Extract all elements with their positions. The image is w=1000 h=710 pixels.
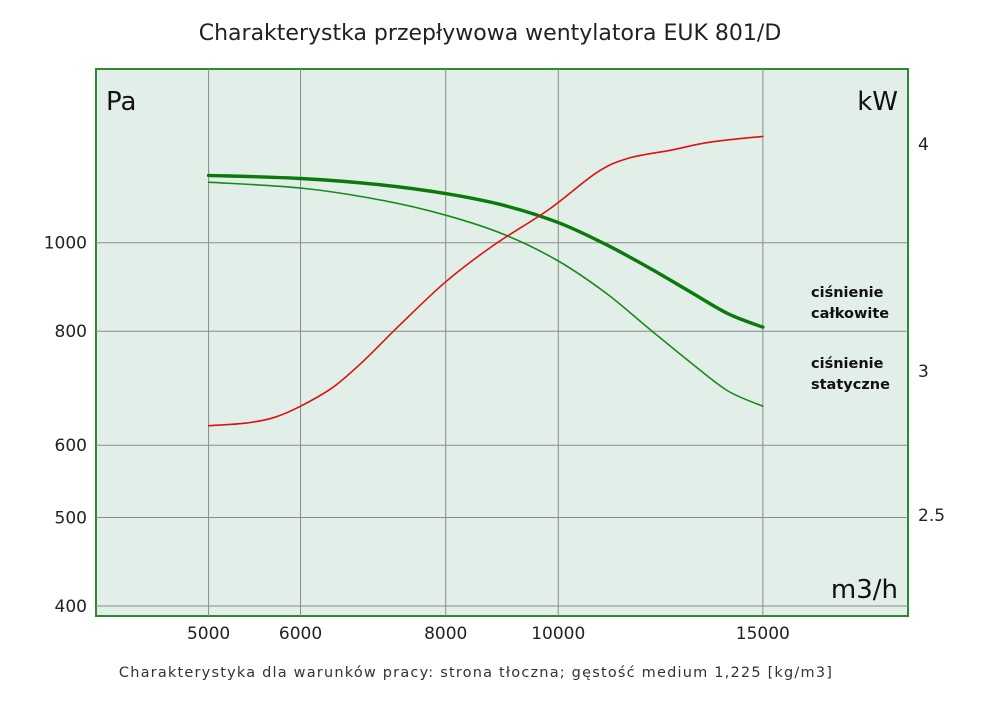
- y-left-tick-label: 1000: [44, 234, 87, 254]
- x-tick-label: 6000: [279, 624, 322, 644]
- series-label-total-line1: ciśnienie: [811, 285, 884, 301]
- y-right-tick-label: 3: [918, 362, 929, 382]
- x-tick-label: 15000: [736, 624, 790, 644]
- y-left-tick-label: 500: [55, 509, 87, 529]
- left-axis-unit-label: Pa: [106, 87, 136, 117]
- series-line-cisnienie-calkowite: [206, 173, 765, 329]
- series-line-cisnienie-statyczne: [207, 181, 764, 407]
- plot-area: [95, 68, 909, 617]
- right-axis-unit-label: kW: [857, 87, 898, 117]
- series-line-moc: [207, 135, 764, 427]
- x-axis-unit-label: m3/h: [831, 575, 898, 605]
- x-tick-label: 8000: [424, 624, 467, 644]
- x-tick-label: 5000: [187, 624, 230, 644]
- y-left-tick-label: 400: [55, 597, 87, 617]
- y-right-tick-label: 2.5: [918, 506, 945, 526]
- series-label-static-line2: statyczne: [811, 377, 890, 393]
- series-label-total-line2: całkowite: [811, 306, 889, 322]
- series-label-total-pressure: ciśnienie całkowite: [811, 285, 889, 322]
- chart-title: Charakterystka przepływowa wentylatora E…: [199, 21, 782, 46]
- data-series: [206, 135, 765, 427]
- grid-lines: [96, 69, 908, 616]
- chart-footnote: Charakterystyka dla warunków pracy: stro…: [119, 665, 833, 681]
- axis-ticks: 5000 6000 8000 10000 15000 400 500 600 800 1000 2.…: [44, 135, 945, 644]
- series-label-static-line1: ciśnienie: [811, 356, 884, 372]
- y-left-tick-label: 800: [55, 322, 87, 342]
- series-label-static-pressure: ciśnienie statyczne: [811, 356, 890, 393]
- y-left-tick-label: 600: [55, 436, 87, 456]
- y-right-tick-label: 4: [918, 135, 929, 155]
- x-tick-label: 10000: [531, 624, 585, 644]
